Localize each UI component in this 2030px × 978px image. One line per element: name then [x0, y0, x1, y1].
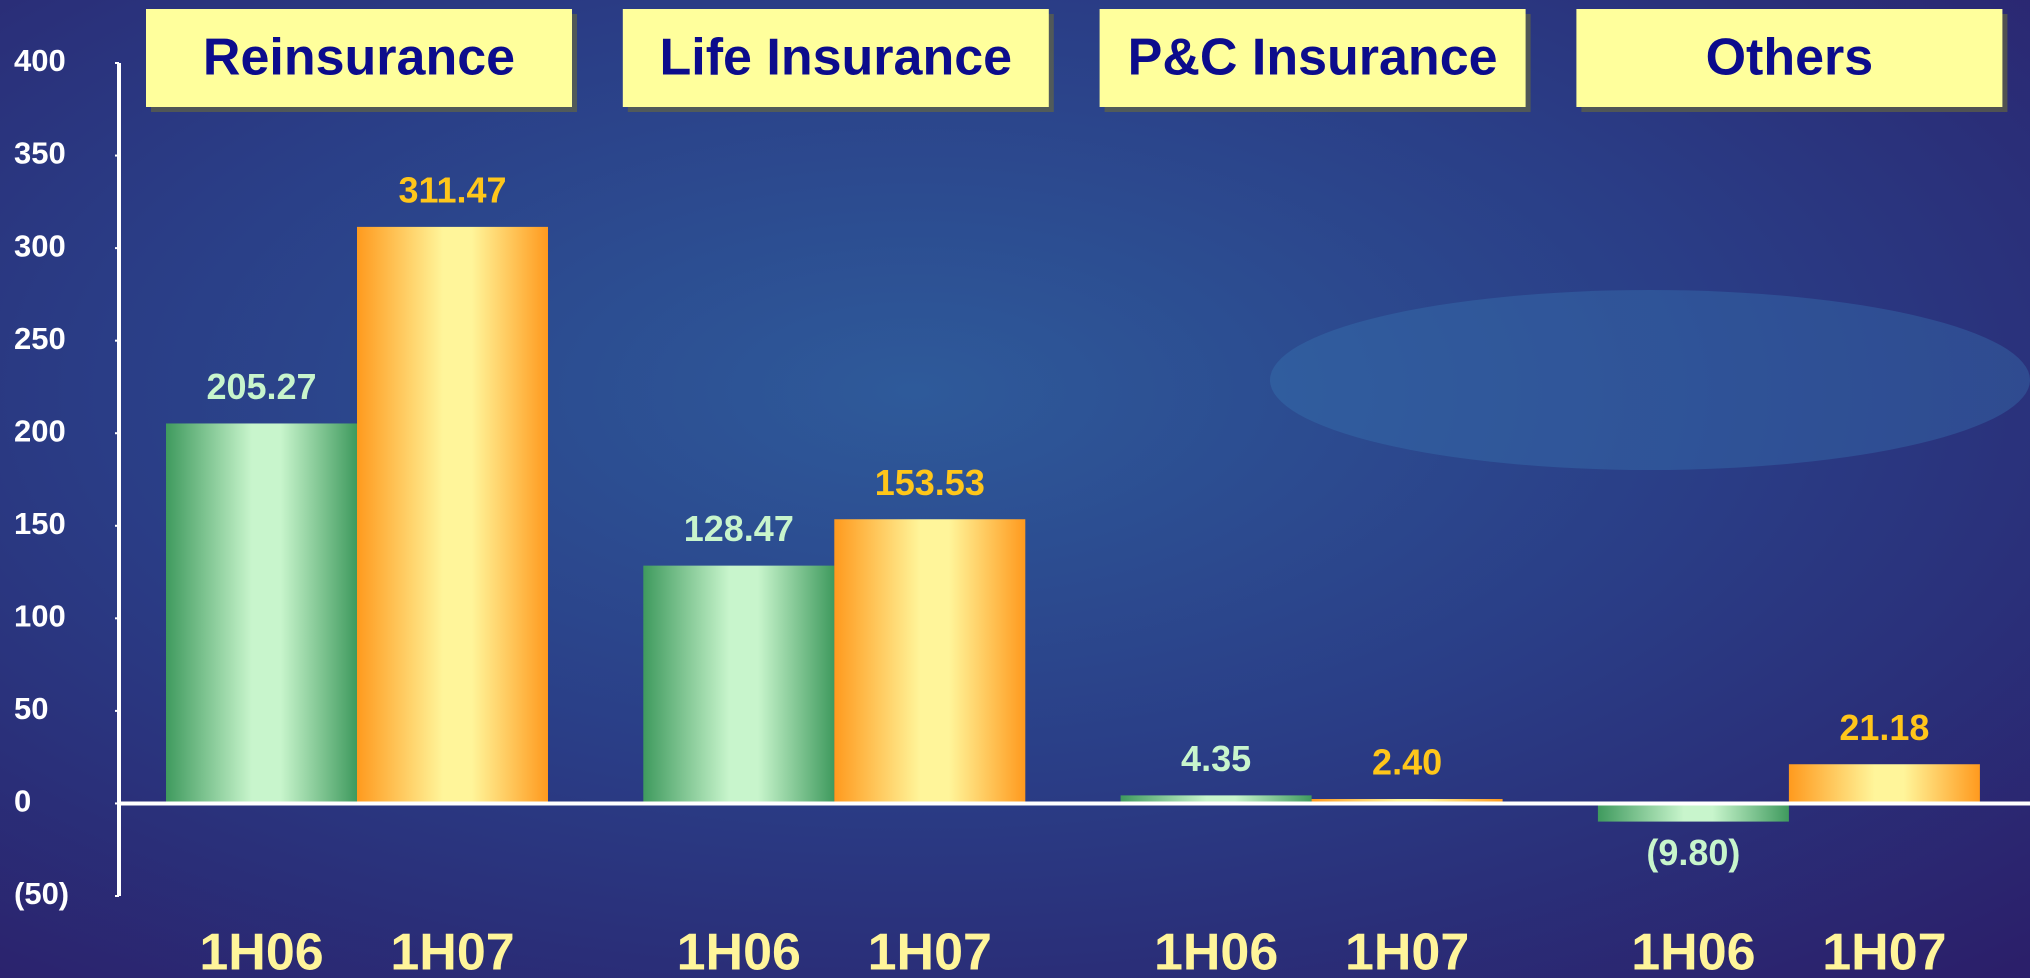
value-label: 2.40: [1372, 742, 1442, 783]
x-tick-label: 1H06: [1154, 924, 1278, 978]
bar: [1598, 803, 1789, 821]
y-tick-label: (50): [14, 876, 69, 911]
y-tick-label: 50: [14, 691, 48, 726]
value-label: 153.53: [875, 462, 985, 503]
bar: [357, 227, 548, 804]
category-label: P&C Insurance: [1128, 29, 1498, 87]
value-label: 4.35: [1181, 738, 1251, 779]
x-tick-label: 1H07: [1345, 924, 1469, 978]
background-cloud: [1270, 290, 2030, 470]
value-label: 21.18: [1839, 707, 1929, 748]
value-label: 205.27: [206, 366, 316, 407]
bar: [834, 519, 1025, 803]
y-tick-label: 150: [14, 506, 66, 541]
x-tick-label: 1H06: [677, 924, 801, 978]
value-label: 311.47: [398, 169, 506, 210]
x-tick-label: 1H06: [199, 924, 323, 978]
chart: (50) 0 50 100 150 200 250 300 350 400 Reinsurance 2…: [0, 0, 2030, 978]
category-label: Reinsurance: [203, 29, 515, 87]
y-tick-label: 400: [14, 43, 66, 78]
category-label: Life Insurance: [660, 29, 1013, 87]
x-tick-label: 1H07: [868, 924, 992, 978]
y-tick-label: 0: [14, 784, 31, 819]
bar: [166, 423, 357, 803]
y-tick-label: 300: [14, 228, 66, 263]
bar: [1789, 764, 1980, 803]
value-label: (9.80): [1646, 832, 1740, 873]
x-tick-label: 1H06: [1631, 924, 1755, 978]
x-tick-label: 1H07: [1822, 924, 1946, 978]
y-tick-label: 100: [14, 599, 66, 634]
y-tick-label: 200: [14, 413, 66, 448]
bar: [643, 566, 834, 804]
value-label: 128.47: [684, 508, 794, 549]
y-tick-label: 350: [14, 136, 66, 171]
y-tick-label: 250: [14, 321, 66, 356]
category-label: Others: [1706, 29, 1874, 87]
x-tick-label: 1H07: [390, 924, 514, 978]
